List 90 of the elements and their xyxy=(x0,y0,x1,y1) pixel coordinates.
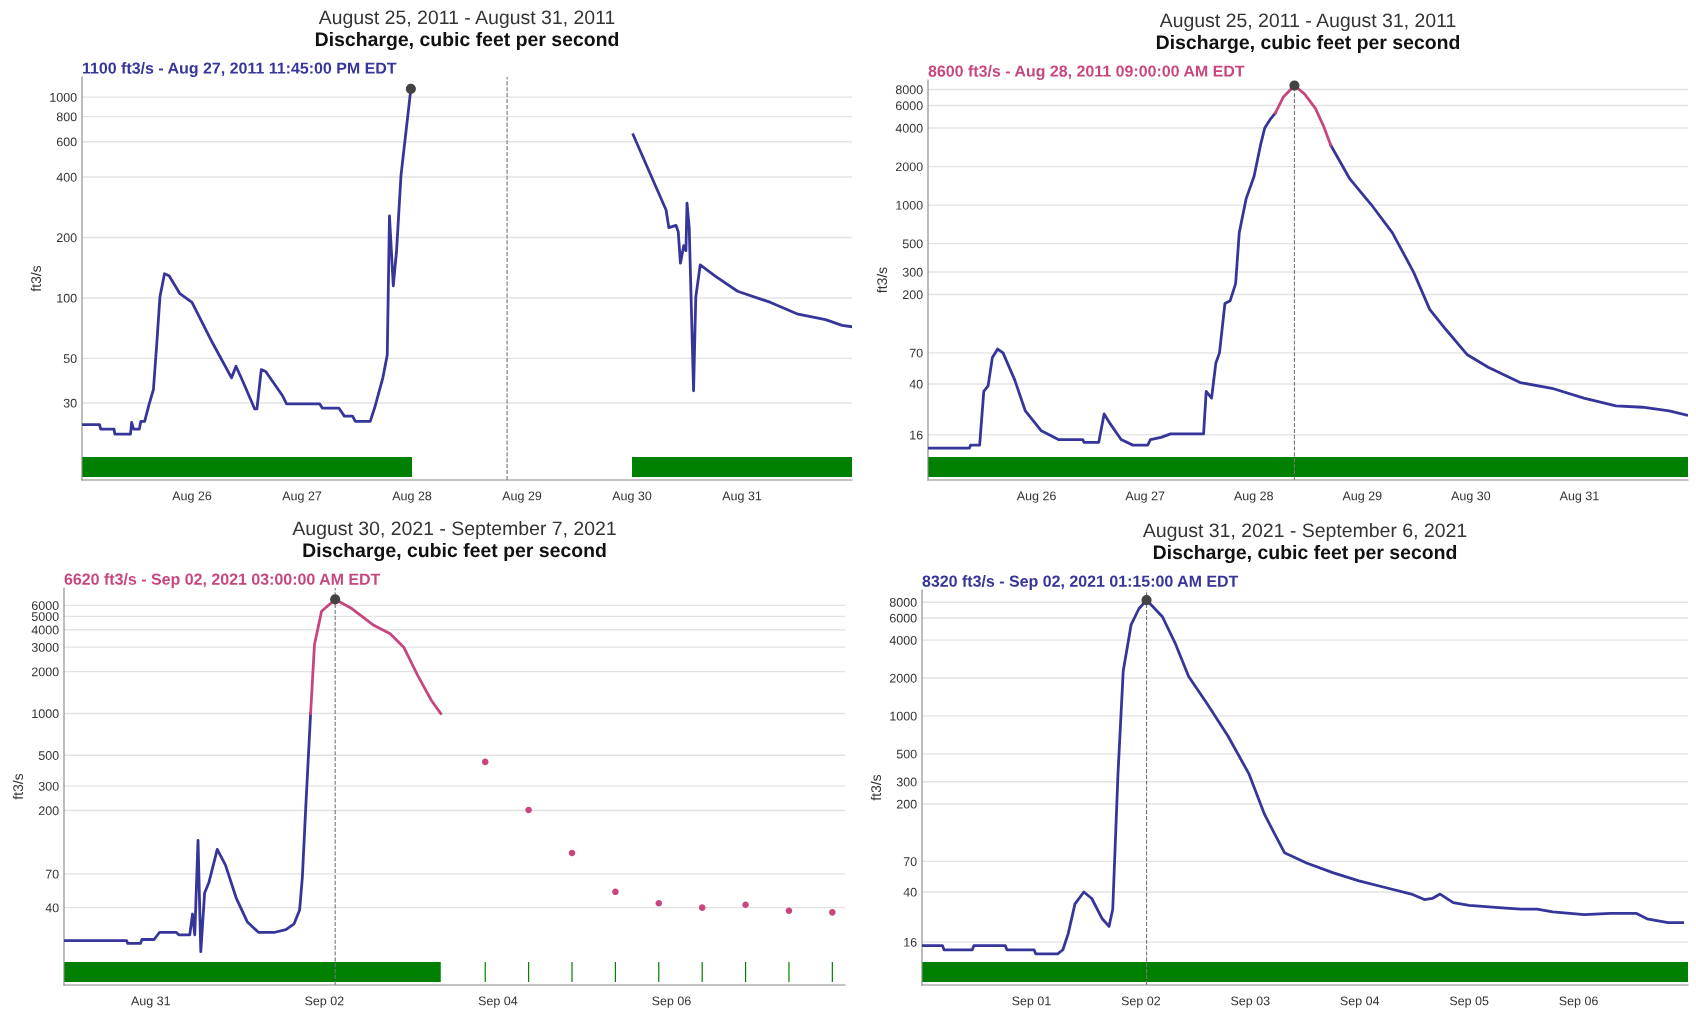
y-tick-label: 1000 xyxy=(32,709,59,719)
y-tick-label: 100 xyxy=(57,293,77,303)
y-tick-label: 1000 xyxy=(50,92,77,102)
x-tick-label: Aug 28 xyxy=(1233,491,1273,503)
x-tick-label: Aug 27 xyxy=(1125,491,1165,503)
x-tick-label: Sep 06 xyxy=(652,996,691,1008)
y-tick-label: 300 xyxy=(902,267,923,277)
point xyxy=(612,888,619,896)
y-tick-label: 2000 xyxy=(31,667,59,677)
y-tick-label: 16 xyxy=(910,430,923,440)
y-tick-label: 200 xyxy=(896,799,917,809)
y-tick-label: 4000 xyxy=(895,123,923,133)
y-tick-label: 8000 xyxy=(895,85,923,95)
point xyxy=(330,594,341,605)
y-tick-label: 30 xyxy=(63,398,77,408)
point xyxy=(698,904,706,911)
point xyxy=(655,900,663,907)
text: 6620 ft3/s - Sep 02, 2021 03:00:00 AM EDT xyxy=(64,573,381,588)
y-tick-label: 70 xyxy=(909,348,923,358)
y-tick-label: 500 xyxy=(38,751,59,760)
y-tick-label: 40 xyxy=(903,887,917,897)
chart-subtitle: Discharge, cubic feet per second xyxy=(303,542,606,562)
y-tick-label: 5000 xyxy=(31,612,59,622)
y-axis-title: ft3/s xyxy=(870,774,882,801)
chart-subtitle: Discharge, cubic feet per second xyxy=(315,31,619,51)
x-tick-label: Sep 02 xyxy=(1121,996,1161,1008)
x-tick-label: Aug 26 xyxy=(172,491,212,503)
y-axis-title: ft3/s xyxy=(12,773,24,800)
y-tick-label: 200 xyxy=(56,233,77,243)
x-tick-label: Sep 06 xyxy=(1559,996,1598,1008)
chart-subtitle: Discharge, cubic feet per second xyxy=(1156,34,1460,54)
y-tick-label: 4000 xyxy=(889,635,917,645)
annotation: 1100 ft3/s - Aug 27, 2011 11:45:00 PM EDT xyxy=(83,62,397,77)
y-axis-title: ft3/s xyxy=(30,265,42,292)
y-tick-label: 6000 xyxy=(889,613,917,623)
point xyxy=(525,806,532,814)
y-tick-label: 70 xyxy=(903,857,917,867)
y-tick-label: 70 xyxy=(45,869,59,879)
x-tick-label: Aug 31 xyxy=(1559,491,1599,503)
point xyxy=(785,907,793,915)
x-tick-label: Sep 01 xyxy=(1012,996,1051,1008)
y-tick-label: 2000 xyxy=(889,673,917,683)
y-tick-label: 6000 xyxy=(895,101,923,111)
x-tick-label: Aug 26 xyxy=(1016,491,1056,503)
y-tick-label: 4000 xyxy=(31,625,59,635)
line-series xyxy=(64,712,312,954)
point xyxy=(481,758,489,766)
y-tick-label: 300 xyxy=(38,781,59,791)
chart-title: August 31, 2021 - September 6, 2021 xyxy=(1142,522,1467,542)
x-tick-label: Sep 04 xyxy=(1340,996,1380,1008)
x-tick-label: Aug 29 xyxy=(502,491,542,503)
x-tick-label: Aug 30 xyxy=(612,491,652,503)
chart-title: August 25, 2011 - August 31, 2011 xyxy=(1159,13,1456,32)
y-tick-label: 1000 xyxy=(890,711,917,721)
y-tick-label: 16 xyxy=(904,937,917,947)
y-tick-label: 6000 xyxy=(31,601,59,611)
x-tick-label: Aug 27 xyxy=(282,491,322,503)
point xyxy=(829,909,836,916)
x-tick-label: Aug 29 xyxy=(1342,491,1382,503)
x-tick-label: Aug 31 xyxy=(131,996,170,1008)
text: 8600 ft3/s - Aug 28, 2011 09:00:00 AM EDT xyxy=(928,65,1245,80)
chart-subtitle: Discharge, cubic feet per second xyxy=(1153,544,1457,564)
y-tick-label: 3000 xyxy=(31,642,59,652)
y-tick-label: 1000 xyxy=(896,200,923,210)
y-tick-label: 50 xyxy=(63,354,77,364)
chart-title: August 25, 2011 - August 31, 2011 xyxy=(318,10,615,29)
y-tick-label: 40 xyxy=(909,379,923,389)
y-tick-label: 200 xyxy=(902,290,923,300)
x-tick-label: Aug 30 xyxy=(1451,491,1491,503)
y-tick-label: 40 xyxy=(45,903,59,913)
annotation: 8320 ft3/s - Sep 02, 2021 01:15:00 AM EDT xyxy=(922,575,1239,590)
point xyxy=(568,849,576,857)
y-axis-title: ft3/s xyxy=(876,267,888,293)
x-tick-label: Sep 02 xyxy=(305,996,344,1008)
y-tick-label: 200 xyxy=(38,806,59,816)
y-tick-label: 300 xyxy=(896,777,917,787)
x-tick-label: Sep 05 xyxy=(1449,996,1489,1008)
chart-title: August 30, 2021 - September 7, 2021 xyxy=(292,520,616,540)
x-tick-label: Sep 04 xyxy=(478,996,518,1008)
y-tick-label: 500 xyxy=(902,239,923,249)
y-tick-label: 500 xyxy=(896,749,917,759)
y-tick-label: 8000 xyxy=(889,598,917,607)
x-tick-label: Aug 28 xyxy=(392,491,432,503)
y-tick-label: 2000 xyxy=(895,162,923,172)
y-tick-label: 600 xyxy=(56,137,77,147)
y-tick-label: 400 xyxy=(56,172,77,182)
x-tick-label: Aug 31 xyxy=(722,491,762,503)
y-tick-label: 800 xyxy=(56,112,77,122)
point xyxy=(742,901,749,909)
x-tick-label: Sep 03 xyxy=(1231,996,1270,1008)
